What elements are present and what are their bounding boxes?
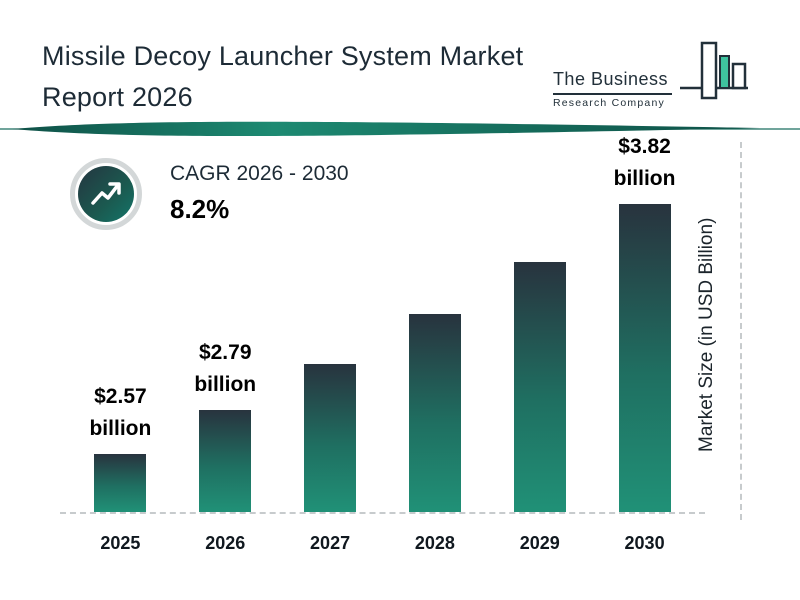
bars-row: $2.57 billion $2.79 billion $3.82 billion — [68, 131, 697, 512]
bar — [304, 364, 357, 512]
page-title-line1: Missile Decoy Launcher System Market — [42, 41, 524, 71]
cagr-annotation: CAGR 2026 - 2030 8.2% — [70, 158, 349, 230]
cagr-value: 8.2% — [170, 194, 230, 224]
bar-column: $2.79 billion — [173, 337, 278, 512]
cagr-label: CAGR 2026 - 2030 — [170, 162, 349, 185]
x-axis-label: 2030 — [624, 533, 665, 553]
y-axis-line — [740, 142, 742, 520]
x-axis-label: 2026 — [205, 533, 246, 553]
page-title-line2: Report 2026 — [42, 81, 193, 112]
bar-chart: $2.57 billion $2.79 billion $3.82 billion … — [60, 135, 705, 560]
bar — [408, 314, 461, 512]
year-labels-row: 2025 2026 2027 2028 2029 2030 — [68, 533, 697, 554]
bar-column — [278, 354, 383, 512]
x-axis-label: 2025 — [100, 533, 141, 553]
company-name-top: The Business — [552, 69, 672, 95]
bar-value-label: $2.57 billion — [89, 385, 152, 440]
bar — [94, 454, 147, 512]
cagr-text: CAGR 2026 - 2030 8.2% — [170, 158, 349, 225]
page-title: Missile Decoy Launcher System Market Rep… — [42, 36, 523, 117]
bar-value-label: $2.79 billion — [194, 341, 257, 396]
bar-value-label: $3.82 billion — [613, 135, 676, 190]
company-logo: The Business Research Company — [552, 40, 752, 109]
bar-column — [487, 252, 592, 512]
divider-lens — [0, 121, 800, 136]
bar — [199, 410, 252, 512]
company-logo-text: The Business Research Company — [552, 69, 672, 109]
bar-column: $2.57 billion — [68, 381, 173, 512]
x-axis-baseline — [60, 512, 705, 514]
bar-column — [382, 304, 487, 512]
x-axis-label: 2027 — [310, 533, 351, 553]
bar — [513, 262, 566, 512]
x-axis-label: 2029 — [519, 533, 560, 553]
company-name-bottom: Research Company — [552, 97, 665, 109]
trend-up-arrow-icon — [78, 166, 134, 222]
cagr-icon-ring — [70, 158, 142, 230]
bar-buildings-icon — [678, 40, 752, 109]
bar — [618, 204, 671, 512]
x-axis-label: 2028 — [414, 533, 455, 553]
y-axis-title: Market Size (in USD Billion) — [696, 217, 717, 453]
bar-column: $3.82 billion — [592, 131, 697, 512]
